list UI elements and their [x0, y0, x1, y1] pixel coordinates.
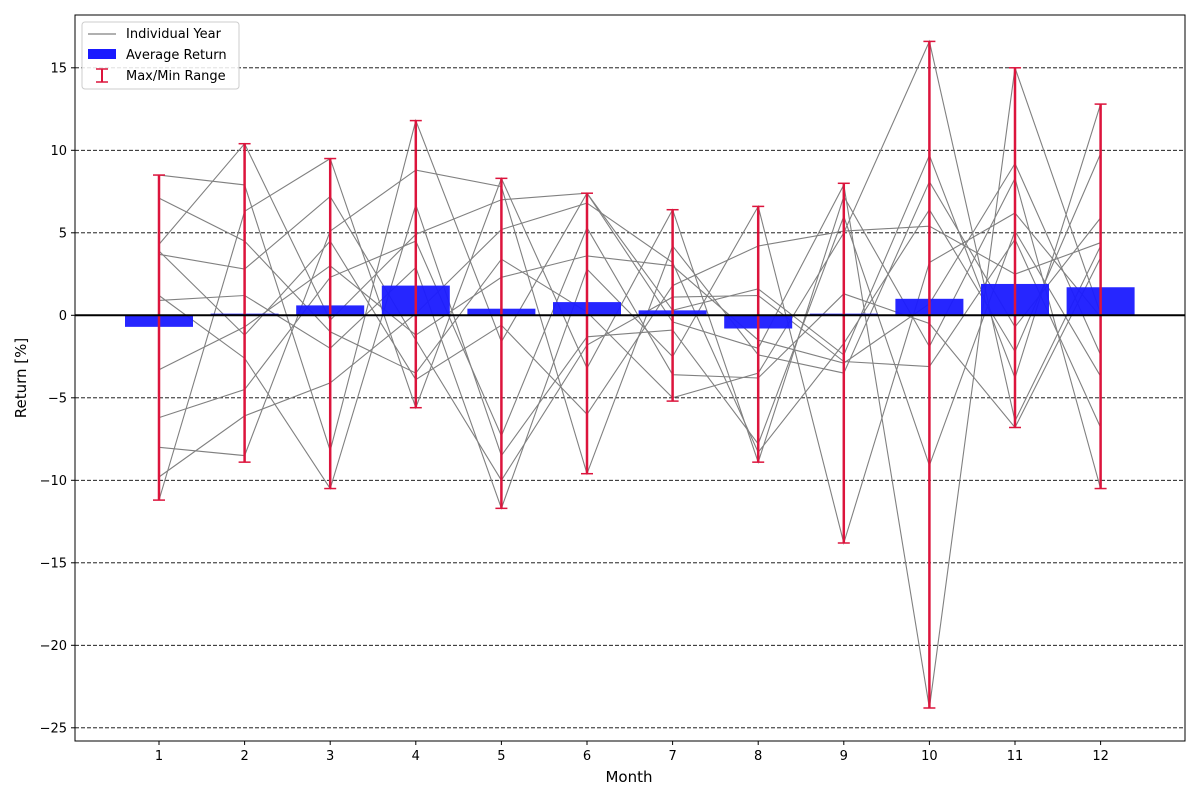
y-tick-label: 10	[50, 144, 67, 159]
legend-box	[81, 21, 240, 90]
x-tick-label: 2	[240, 749, 248, 764]
x-tick-label: 8	[754, 749, 762, 764]
y-tick-label: −10	[40, 474, 67, 489]
y-tick-label: 15	[50, 61, 67, 76]
average-return-bars	[125, 283, 1135, 329]
x-tick-label: 4	[412, 749, 420, 764]
individual-year-lines	[158, 39, 1102, 709]
individual-year-line	[158, 203, 1102, 490]
individual-year-line	[158, 67, 1102, 709]
legend-label-average-return: Average Return	[126, 48, 227, 63]
grid-lines	[75, 67, 1185, 729]
y-tick-label: −20	[40, 639, 67, 654]
individual-year-line	[158, 225, 1101, 416]
legend-swatch-average-return	[88, 49, 116, 59]
x-tick-label: 10	[921, 749, 938, 764]
y-tick-label: 5	[59, 226, 67, 241]
legend: Individual Year Average Return Max/Min R…	[81, 21, 240, 90]
y-axis-ticks: −25 −20 −15 −10 −5 0 5 10 15	[40, 61, 75, 736]
y-axis-label: Return [%]	[12, 338, 30, 419]
legend-label-max-min-range: Max/Min Range	[126, 69, 226, 84]
individual-year-line	[158, 103, 1102, 380]
x-tick-label: 12	[1092, 749, 1109, 764]
y-tick-label: 0	[59, 309, 67, 324]
x-axis-ticks: 1 2 3 4 5 6 7 8 9 10 11 12	[155, 741, 1109, 764]
y-tick-label: −25	[40, 721, 67, 736]
individual-year-line	[158, 39, 1102, 423]
x-tick-label: 11	[1007, 749, 1024, 764]
individual-year-line	[158, 204, 1102, 546]
individual-year-line	[158, 226, 1102, 438]
x-tick-label: 1	[155, 749, 163, 764]
individual-year-line	[158, 153, 1102, 478]
x-tick-label: 3	[326, 749, 334, 764]
individual-year-line	[158, 195, 1102, 482]
x-tick-label: 5	[497, 749, 505, 764]
individual-year-line	[158, 157, 1102, 501]
x-axis-label: Month	[605, 768, 652, 786]
max-min-range-errorbars	[153, 40, 1107, 709]
x-tick-label: 9	[840, 749, 848, 764]
legend-label-individual-year: Individual Year	[126, 27, 222, 42]
x-tick-label: 7	[668, 749, 676, 764]
y-tick-label: −5	[48, 391, 67, 406]
legend-swatch-max-min-range	[96, 68, 108, 83]
plot-frame	[74, 14, 1186, 742]
y-tick-label: −15	[40, 556, 67, 571]
x-tick-label: 6	[583, 749, 591, 764]
individual-year-line	[158, 162, 1102, 371]
individual-year-line	[158, 169, 1102, 476]
